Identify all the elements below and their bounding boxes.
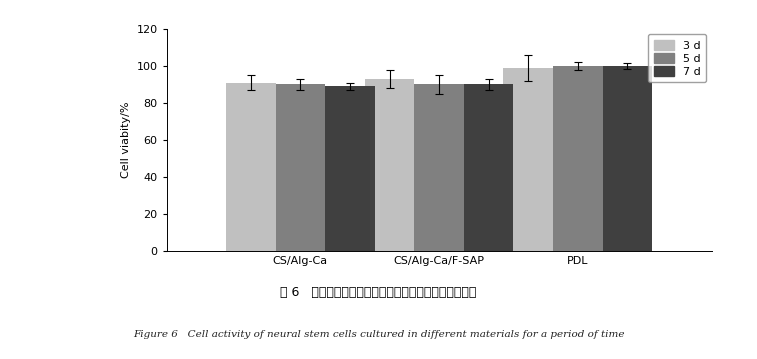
Bar xyxy=(226,83,276,251)
Bar xyxy=(553,66,603,251)
Text: 图 6   神经干细胞在不同材料中培养一段时间的细胞活性: 图 6 神经干细胞在不同材料中培养一段时间的细胞活性 xyxy=(280,286,477,299)
Text: Figure 6   Cell activity of neural stem cells cultured in different materials fo: Figure 6 Cell activity of neural stem ce… xyxy=(132,331,625,340)
Legend: 3 d, 5 d, 7 d: 3 d, 5 d, 7 d xyxy=(648,34,706,82)
Bar xyxy=(464,84,513,251)
Y-axis label: Cell viabity/%: Cell viabity/% xyxy=(121,102,131,178)
Bar xyxy=(414,84,464,251)
Bar xyxy=(276,84,325,251)
Bar xyxy=(503,68,553,251)
Bar xyxy=(325,86,375,251)
Bar xyxy=(603,66,652,251)
Bar xyxy=(365,79,414,251)
